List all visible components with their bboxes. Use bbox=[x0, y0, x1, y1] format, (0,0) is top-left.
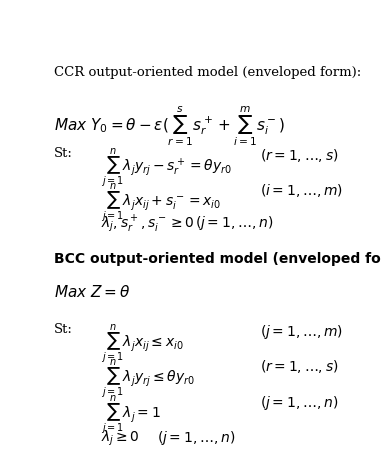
Text: $(r = 1,\ldots, s)$: $(r = 1,\ldots, s)$ bbox=[260, 358, 339, 375]
Text: St:: St: bbox=[53, 147, 72, 160]
Text: $\lambda_j, s_r^+, s_i^- \geq 0$: $\lambda_j, s_r^+, s_i^- \geq 0$ bbox=[101, 213, 194, 235]
Text: $\sum_{j=1}^{n} \lambda_j y_{rj} - s_r^+ = \theta y_{r0}$: $\sum_{j=1}^{n} \lambda_j y_{rj} - s_r^+… bbox=[101, 147, 232, 190]
Text: $(j = 1,\ldots, n)$: $(j = 1,\ldots, n)$ bbox=[157, 429, 235, 447]
Text: $\sum_{j=1}^{n} \lambda_j y_{rj} \leq \theta y_{r0}$: $\sum_{j=1}^{n} \lambda_j y_{rj} \leq \t… bbox=[101, 358, 195, 402]
Text: $(j = 1,\ldots, m)$: $(j = 1,\ldots, m)$ bbox=[260, 323, 343, 341]
Text: $Max\ Z = \theta$: $Max\ Z = \theta$ bbox=[53, 284, 130, 300]
Text: St:: St: bbox=[53, 323, 72, 336]
Text: $\sum_{j=1}^{n} \lambda_j x_{ij} \leq x_{i0}$: $\sum_{j=1}^{n} \lambda_j x_{ij} \leq x_… bbox=[101, 323, 183, 366]
Text: BCC output-oriented model (enveloped form):: BCC output-oriented model (enveloped for… bbox=[53, 252, 381, 267]
Text: $\sum_{j=1}^{n} \lambda_j = 1$: $\sum_{j=1}^{n} \lambda_j = 1$ bbox=[101, 393, 161, 437]
Text: $(j = 1,\ldots, n)$: $(j = 1,\ldots, n)$ bbox=[195, 213, 274, 232]
Text: $(i = 1,\ldots, m)$: $(i = 1,\ldots, m)$ bbox=[260, 182, 343, 199]
Text: $\lambda_j \geq 0$: $\lambda_j \geq 0$ bbox=[101, 429, 139, 448]
Text: CCR output-oriented model (enveloped form):: CCR output-oriented model (enveloped for… bbox=[53, 65, 361, 78]
Text: $(j = 1,\ldots, n)$: $(j = 1,\ldots, n)$ bbox=[260, 393, 338, 412]
Text: $(r = 1,\ldots, s)$: $(r = 1,\ldots, s)$ bbox=[260, 147, 339, 164]
Text: $\sum_{j=1}^{n} \lambda_j x_{ij} + s_i^- = x_{i0}$: $\sum_{j=1}^{n} \lambda_j x_{ij} + s_i^-… bbox=[101, 182, 221, 225]
Text: $Max\ Y_0 = \theta - \varepsilon(\sum_{r=1}^{s} s_r^+ + \sum_{i=1}^{m} s_i^-)$: $Max\ Y_0 = \theta - \varepsilon(\sum_{r… bbox=[53, 104, 285, 148]
